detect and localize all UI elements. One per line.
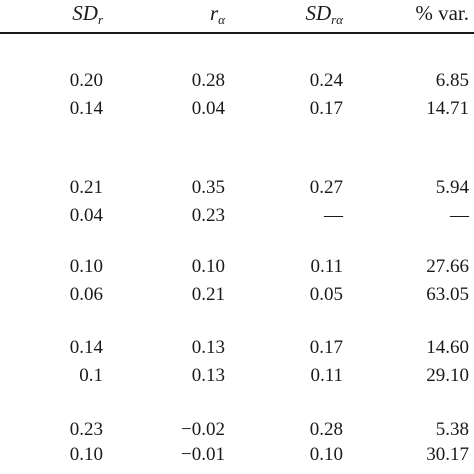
cell-sd-r-alpha: 0.10 bbox=[309, 444, 343, 465]
cell-sd-r: 0.10 bbox=[69, 256, 103, 277]
cell-sd-r-alpha: 0.27 bbox=[309, 177, 343, 198]
cell-percent-var: 14.71 bbox=[426, 98, 469, 119]
table-header: SDr rα SDrα % var. bbox=[0, 0, 474, 32]
cell-sd-r-alpha: 0.24 bbox=[309, 70, 343, 91]
cell-percent-var: 14.60 bbox=[426, 337, 469, 358]
header-sd-r-alpha: SDrα bbox=[305, 1, 343, 27]
cell-sd-r: 0.14 bbox=[69, 98, 103, 119]
cell-r-alpha: 0.28 bbox=[191, 70, 225, 91]
cell-r-alpha: −0.02 bbox=[181, 419, 225, 440]
cell-sd-r: 0.04 bbox=[69, 205, 103, 226]
cell-sd-r-alpha: 0.28 bbox=[309, 419, 343, 440]
cell-sd-r-alpha: 0.11 bbox=[310, 365, 343, 386]
cell-sd-r-alpha: — bbox=[324, 205, 343, 226]
cell-percent-var: — bbox=[450, 205, 469, 226]
cell-r-alpha: 0.10 bbox=[191, 256, 225, 277]
cell-percent-var: 30.17 bbox=[426, 444, 469, 465]
cell-percent-var: 6.85 bbox=[435, 70, 469, 91]
cell-sd-r: 0.06 bbox=[69, 284, 103, 305]
cell-sd-r: 0.23 bbox=[69, 419, 103, 440]
cell-r-alpha: 0.23 bbox=[191, 205, 225, 226]
header-sd-r: SDr bbox=[72, 1, 103, 27]
cell-sd-r: 0.14 bbox=[69, 337, 103, 358]
header-percent-var: % var. bbox=[415, 1, 469, 25]
cell-sd-r-alpha: 0.17 bbox=[309, 98, 343, 119]
cell-sd-r-alpha: 0.11 bbox=[310, 256, 343, 277]
cell-sd-r-alpha: 0.05 bbox=[309, 284, 343, 305]
cell-r-alpha: −0.01 bbox=[181, 444, 225, 465]
cell-r-alpha: 0.13 bbox=[191, 365, 225, 386]
cell-percent-var: 5.38 bbox=[435, 419, 469, 440]
cell-sd-r-alpha: 0.17 bbox=[309, 337, 343, 358]
cell-sd-r: 0.21 bbox=[69, 177, 103, 198]
cell-sd-r: 0.10 bbox=[69, 444, 103, 465]
cell-percent-var: 5.94 bbox=[435, 177, 469, 198]
cell-sd-r: 0.1 bbox=[79, 365, 103, 386]
cell-r-alpha: 0.35 bbox=[191, 177, 225, 198]
cell-sd-r: 0.20 bbox=[69, 70, 103, 91]
cell-r-alpha: 0.13 bbox=[191, 337, 225, 358]
cell-r-alpha: 0.21 bbox=[191, 284, 225, 305]
cell-percent-var: 27.66 bbox=[426, 256, 469, 277]
cell-r-alpha: 0.04 bbox=[191, 98, 225, 119]
header-r-alpha: rα bbox=[209, 1, 225, 27]
cell-percent-var: 29.10 bbox=[426, 365, 469, 386]
cell-percent-var: 63.05 bbox=[426, 284, 469, 305]
header-rule bbox=[0, 32, 474, 34]
